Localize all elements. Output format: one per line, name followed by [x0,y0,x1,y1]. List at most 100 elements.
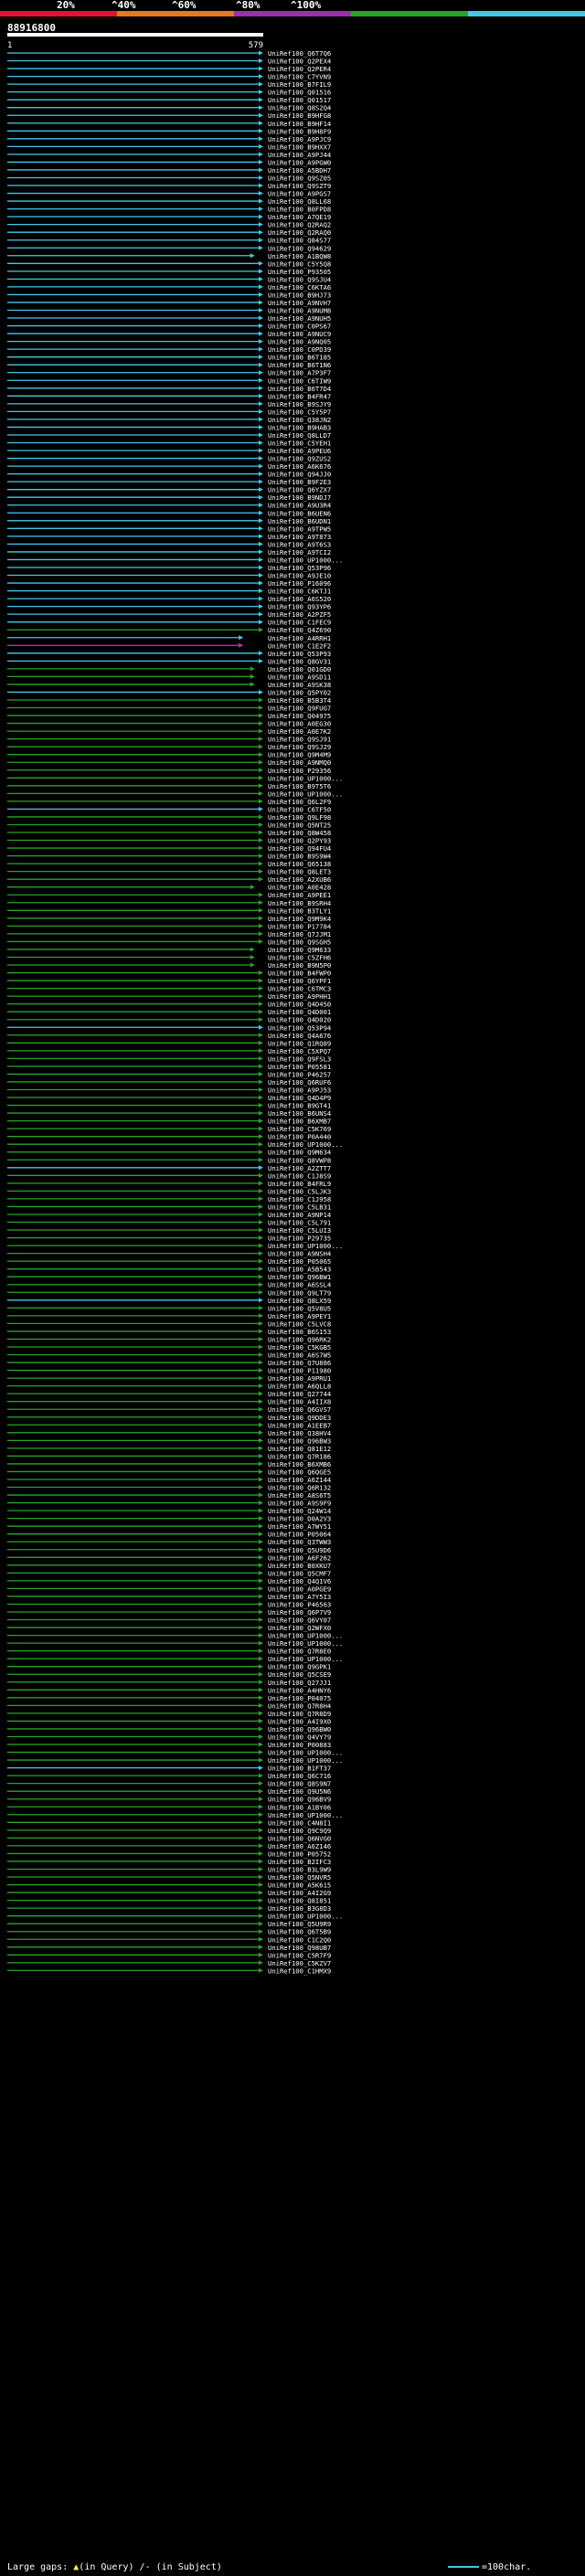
hit-arrow-icon [259,97,263,102]
hit-arrow-icon [259,1415,263,1420]
hit-arrow-icon [259,900,263,906]
hit-arrow-icon [259,1258,263,1264]
hit-arrow-icon [259,1656,263,1661]
hit-label: UniRef100_A9PEU6 [268,447,331,455]
hit-arrow-icon [259,1945,263,1950]
color-bar-segments [0,11,585,16]
pct-label-40: ^40% [112,0,136,11]
hit-arrow-icon [259,713,263,718]
hit-arrow-icon [259,1625,263,1630]
hit-label: UniRef100_B6UNS4 [268,1109,331,1118]
hit-arrow-icon [259,1267,263,1272]
hit-label: UniRef100_C5Y5P7 [268,408,331,416]
hit-arrow-icon [259,907,263,913]
hit-arrow-icon [259,355,263,360]
hit-arrow-icon [250,885,255,890]
hit-label: UniRef100_B6T7D4 [268,385,331,393]
hit-label: UniRef100_Q6GVS7 [268,1405,331,1414]
legend-in-subject: (in Subject) [155,2562,222,2572]
hit-arrow-icon [259,916,263,921]
hit-label: UniRef100_B3L9W9 [268,1865,331,1873]
hit-label: UniRef100_C0PD39 [268,345,331,354]
hit-arrow-icon [259,1617,263,1623]
hit-arrow-icon [259,923,263,928]
hit-arrow-icon [259,799,263,804]
hit-label: UniRef100_A6S520 [268,595,331,603]
hit-label: UniRef100_Q24W14 [268,1507,331,1515]
hit-arrow-icon [259,1882,263,1888]
hit-arrow-icon [259,1508,263,1513]
hit-arrow-icon [259,1633,263,1638]
hit-label: UniRef100_P11980 [268,1367,331,1375]
hit-label: UniRef100_B9N5P0 [268,961,331,970]
hit-label: UniRef100_Q96RK2 [268,1335,331,1343]
hit-label: UniRef100_A9PJ53 [268,1086,331,1094]
hit-arrow-icon [259,1251,263,1256]
hit-label: UniRef100_Q4D4P9 [268,1094,331,1102]
hit-label: UniRef100_B1FT37 [268,1765,331,1773]
hit-arrow-icon [259,245,263,250]
hit-arrow-icon [259,1344,263,1350]
hit-label: UniRef100_A4I9X0 [268,1717,331,1725]
hit-arrow-icon [259,66,263,71]
hit-label: UniRef100_A6SSL4 [268,1281,331,1289]
hit-arrow-icon [259,1002,263,1007]
hit-arrow-icon [259,1172,263,1178]
hit-label: UniRef100_B3TLY1 [268,906,331,915]
hit-arrow-icon [259,790,263,796]
hit-label: UniRef100_A1EEB7 [268,1421,331,1429]
hit-arrow-icon [259,1726,263,1732]
hit-label: UniRef100_Q5PY02 [268,688,331,696]
hit-label: UniRef100_Q98UB7 [268,1944,331,1952]
hit-arrow-icon [259,362,263,367]
hit-label: UniRef100_A6S7W5 [268,1352,331,1360]
hit-label: UniRef100_P93505 [268,268,331,276]
hit-arrow-icon [259,1585,263,1591]
hit-arrow-icon [259,1570,263,1575]
hit-label: UniRef100_C6KTA6 [268,283,331,292]
hit-label: UniRef100_A7QE19 [268,213,331,221]
hit-arrow-icon [259,541,263,546]
hit-label: UniRef100_P05581 [268,1063,331,1071]
hit-arrow-icon [259,1960,263,1966]
query-start-label: 1 [7,41,12,50]
hit-arrow-icon [259,752,263,758]
hit-label: UniRef100_A4RRH1 [268,634,331,642]
hit-arrow-icon [259,876,263,882]
hit-arrow-icon [259,1500,263,1506]
hit-label: UniRef100_B4FR47 [268,392,331,400]
hit-label: UniRef100_Q2RAQ0 [268,228,331,237]
hit-arrow-icon [259,1196,263,1202]
hit-label: UniRef100_P46257 [268,1070,331,1078]
hit-label: UniRef100_P05065 [268,1257,331,1266]
hit-arrow-icon [259,1757,263,1763]
hit-arrow-icon [259,1188,263,1193]
hit-label: UniRef100_Q01517 [268,96,331,104]
hit-label: UniRef100_D0A2V3 [268,1515,331,1523]
hit-arrow-icon [259,1079,263,1085]
hit-arrow-icon [259,1468,263,1474]
color-bar-segment [234,11,351,16]
hit-label: UniRef100_B9HXX7 [268,143,331,151]
hit-arrow-icon [259,1320,263,1326]
legend-scale-bar-icon [448,2566,479,2568]
hit-arrow-icon [259,1859,263,1864]
hit-label: UniRef100_A0EG30 [268,720,331,728]
hit-arrow-icon [259,1547,263,1553]
hit-label: UniRef100_C6TIW9 [268,376,331,385]
hit-arrow-icon [250,947,255,952]
hit-label: UniRef100_B6XMB7 [268,1118,331,1126]
hit-label: UniRef100_Q3TWW3 [268,1538,331,1546]
hit-label: UniRef100_Q8LX59 [268,1297,331,1305]
hit-label: UniRef100_A9T873 [268,533,331,541]
hit-arrow-icon [259,1609,263,1615]
hit-arrow-icon [259,931,263,937]
hit-arrow-icon [259,90,263,95]
hit-label: UniRef100_A9TCI2 [268,548,331,557]
hit-label: UniRef100_P00883 [268,1741,331,1749]
hit-arrow-icon [259,503,263,508]
hit-label: UniRef100_Q8VWP8 [268,1156,331,1164]
hit-arrow-icon [259,861,263,866]
hit-label: UniRef100_C4N8I1 [268,1818,331,1827]
hit-arrow-icon [259,1399,263,1405]
